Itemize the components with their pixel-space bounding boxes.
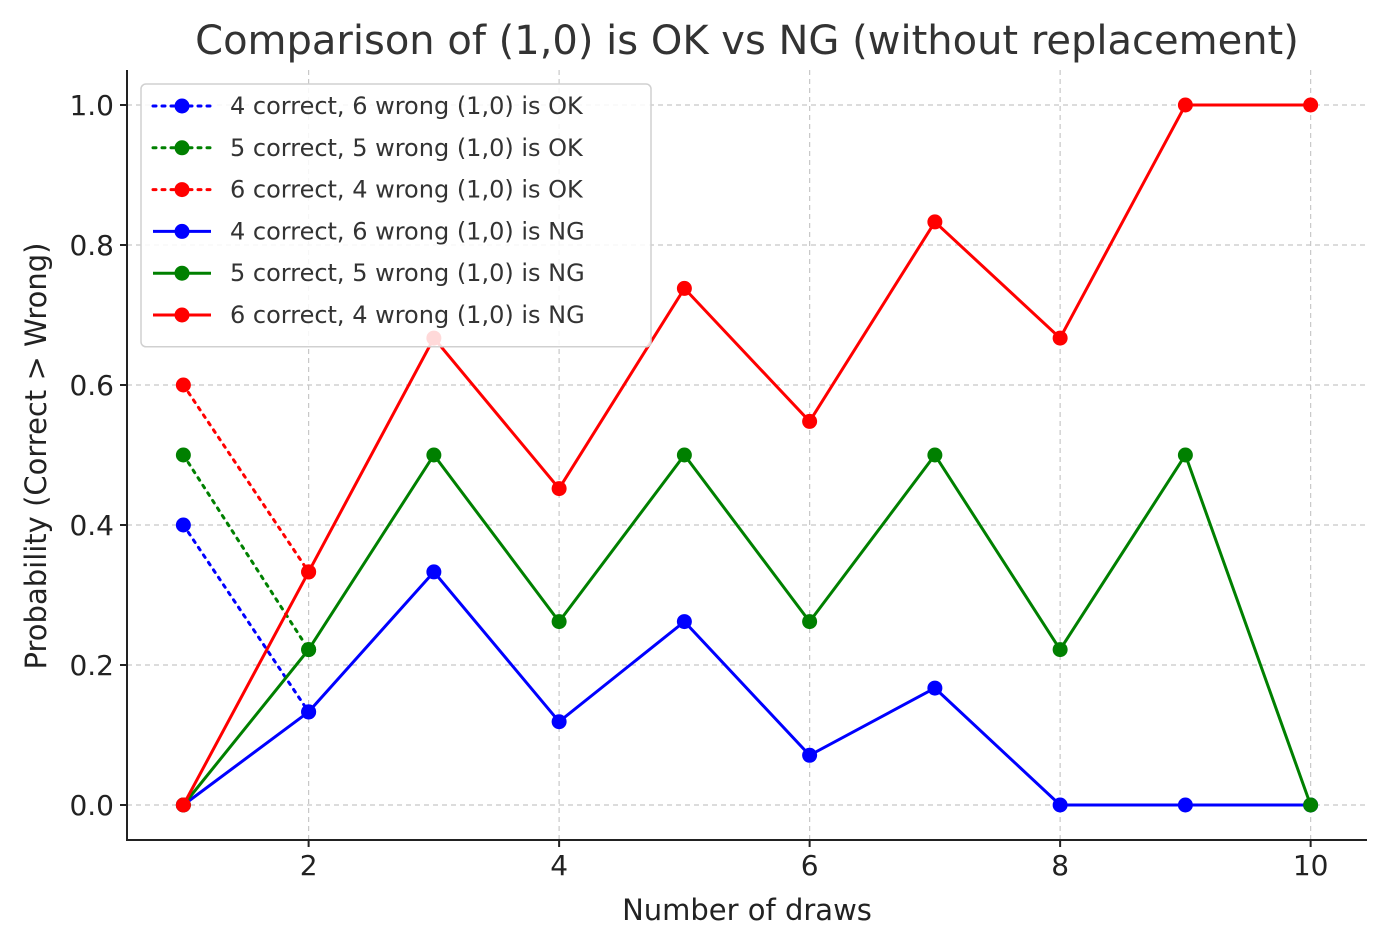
data-point [1303,97,1319,113]
x-tick-label: 4 [550,849,568,882]
legend-item: 4 correct, 6 wrong (1,0) is NG [153,217,585,245]
legend-item: 5 correct, 5 wrong (1,0) is NG [153,259,585,287]
data-point [301,564,317,580]
data-point [1177,97,1193,113]
data-point [551,481,567,497]
series-line [182,569,1311,807]
legend: 4 correct, 6 wrong (1,0) is OK 5 correct,… [140,83,652,348]
legend-swatch-marker [174,265,190,281]
data-point [927,447,943,463]
axes: 2 4 6 8 10 0.0 0.2 0.4 0.6 0.8 1.0 [69,70,1367,882]
data-point [927,680,943,696]
legend-swatch-marker [174,307,190,323]
data-point [1177,447,1193,463]
y-tick-label: 0.2 [69,649,114,682]
series-group [175,97,1319,813]
y-tick-label: 0.0 [69,789,114,822]
data-point [175,377,191,393]
data-point [1303,797,1319,813]
x-tick-label: 10 [1293,849,1329,882]
y-tick-label: 0.6 [69,369,114,402]
legend-swatch-marker [174,182,190,198]
data-point [1052,642,1068,658]
legend-label: 5 correct, 5 wrong (1,0) is OK [230,134,584,162]
legend-label: 6 correct, 4 wrong (1,0) is OK [230,176,584,204]
y-tick-label: 1.0 [69,89,114,122]
series-line [182,451,1313,806]
series-line [181,383,311,574]
data-point [551,714,567,730]
data-point [802,413,818,429]
data-point [1052,330,1068,346]
data-point [802,614,818,630]
legend-swatch-marker [174,98,190,114]
series-line [182,103,1311,806]
data-point [301,704,317,720]
x-tick-label: 2 [300,849,318,882]
legend-box [140,83,652,348]
legend-swatch-marker [174,140,190,156]
series-line [181,523,311,714]
data-point [1052,797,1068,813]
data-point [676,280,692,296]
data-point [426,564,442,580]
legend-label: 5 correct, 5 wrong (1,0) is NG [230,259,585,287]
data-point [802,747,818,763]
data-point [676,614,692,630]
legend-item: 6 correct, 4 wrong (1,0) is NG [153,301,585,329]
data-point [175,447,191,463]
axis-spines [126,70,1367,841]
data-point [426,447,442,463]
legend-label: 4 correct, 6 wrong (1,0) is OK [230,92,584,120]
legend-label: 4 correct, 6 wrong (1,0) is NG [230,217,585,245]
legend-label: 6 correct, 4 wrong (1,0) is NG [230,301,585,329]
x-axis-label: Number of draws [622,893,872,927]
x-tick-label: 6 [801,849,819,882]
legend-swatch-marker [174,223,190,239]
y-tick-label: 0.4 [69,509,114,542]
y-tick-label: 0.8 [69,229,114,262]
data-point [175,797,191,813]
data-point [1177,797,1193,813]
series-line [181,453,311,652]
series-3 [175,564,1319,813]
x-tick-label: 8 [1051,849,1069,882]
chart-title: Comparison of (1,0) is OK vs NG (without… [195,18,1299,64]
series-4 [175,447,1319,813]
data-point [551,614,567,630]
legend-item: 6 correct, 4 wrong (1,0) is OK [151,176,584,204]
data-point [301,642,317,658]
data-point [676,447,692,463]
legend-item: 4 correct, 6 wrong (1,0) is OK [151,92,584,120]
legend-item: 5 correct, 5 wrong (1,0) is OK [151,134,584,162]
y-axis-label: Probability (Correct > Wrong) [19,243,53,670]
data-point [175,517,191,533]
data-point [927,214,943,230]
